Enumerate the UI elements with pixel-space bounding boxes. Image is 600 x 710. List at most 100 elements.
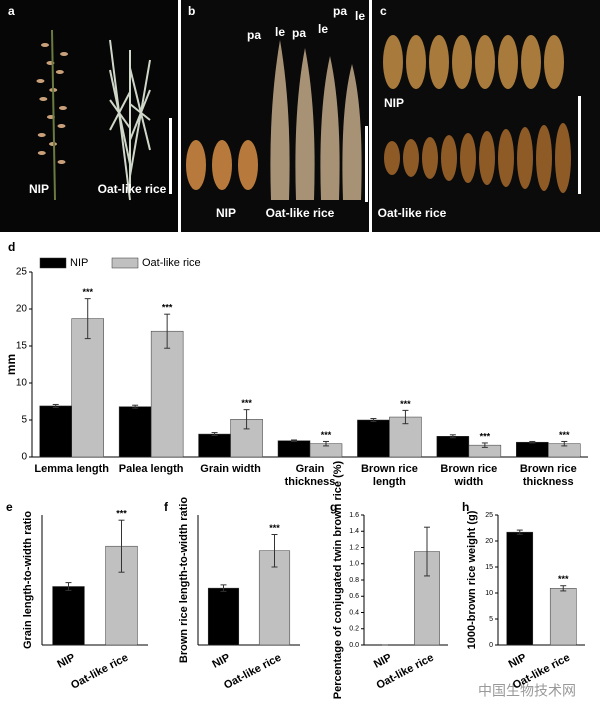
x-tick-label: NIP <box>55 652 77 671</box>
bar <box>118 406 152 458</box>
grain <box>186 140 206 190</box>
bar <box>549 588 577 646</box>
panel-label: f <box>164 500 169 514</box>
panel-label: d <box>8 240 15 254</box>
awn <box>129 59 151 177</box>
x-tick-label: Brown rice length <box>360 463 418 488</box>
legend-swatch <box>111 257 139 269</box>
grain <box>57 124 66 128</box>
y-tick-label: 0.4 <box>349 609 359 616</box>
grain <box>39 97 48 101</box>
grain <box>406 35 426 89</box>
significance: *** <box>480 431 491 441</box>
y-tick-label: 0.2 <box>349 626 359 633</box>
x-tick-label: Brown rice thickness <box>519 463 577 488</box>
y-axis-label: Brown rice length-to-width ratio <box>178 497 190 663</box>
y-axis-label: Grain length-to-width ratio <box>22 511 34 649</box>
legend-label: Oat-like rice <box>142 257 201 269</box>
scale-bar <box>169 118 172 194</box>
x-tick-label: Palea length <box>118 463 184 475</box>
y-tick-label: 1.2 <box>349 544 359 551</box>
y-tick-label: 1.4 <box>349 528 359 535</box>
awn <box>109 99 131 129</box>
grain <box>212 140 232 190</box>
panel-label: a <box>8 4 15 18</box>
x-tick-label: Brown rice width <box>440 463 498 488</box>
y-tick-label: 5 <box>21 415 27 426</box>
grain <box>58 106 67 110</box>
y-tick-label: 15 <box>485 564 493 571</box>
legend-label: NIP <box>70 257 88 269</box>
y-tick-label: 25 <box>16 267 28 278</box>
bar <box>39 405 72 458</box>
photo-text: Oat-like rice <box>98 182 167 196</box>
watermark: 中国生物技术网 <box>478 683 576 699</box>
bar <box>277 440 311 458</box>
panel-label: c <box>380 4 387 18</box>
legend-swatch <box>39 257 67 269</box>
photo-c <box>372 0 600 232</box>
y-tick-label: 0.0 <box>349 642 359 649</box>
grain <box>55 70 64 74</box>
panel-label: b <box>188 4 195 18</box>
y-tick-label: 25 <box>485 512 493 519</box>
grain <box>521 35 541 89</box>
photo-text: le <box>318 22 328 36</box>
scale-bar <box>578 96 581 194</box>
x-tick-label: NIP <box>507 652 529 671</box>
y-tick-label: 1.0 <box>349 561 359 568</box>
awn <box>109 91 131 131</box>
x-tick-label: NIP <box>372 652 394 671</box>
grain <box>555 123 571 193</box>
significance: *** <box>321 430 332 440</box>
grain <box>403 139 419 177</box>
y-tick-label: 1.6 <box>349 512 359 519</box>
bar <box>357 419 390 458</box>
photo-text: NIP <box>216 206 236 220</box>
photo-text: NIP <box>29 182 49 196</box>
photo-text: NIP <box>384 96 404 110</box>
grain <box>498 129 514 187</box>
grain <box>544 35 564 89</box>
significance: *** <box>558 574 569 584</box>
y-axis-label: mm <box>4 354 18 375</box>
x-tick-label: Oat-like rice <box>69 652 130 692</box>
hull <box>295 48 315 200</box>
y-axis-label: 1000-brown rice weight (g) <box>466 510 478 649</box>
significance: *** <box>82 287 93 297</box>
awn <box>109 69 131 165</box>
grain <box>57 160 66 164</box>
significance: *** <box>400 399 411 409</box>
awn <box>129 67 151 151</box>
x-tick-label: Grain thickness <box>284 463 336 488</box>
y-tick-label: 15 <box>16 341 28 352</box>
panel-label: e <box>6 500 13 514</box>
photo-text: Oat-like rice <box>266 206 335 220</box>
significance: *** <box>559 430 570 440</box>
grain <box>384 141 400 175</box>
significance: *** <box>116 509 127 519</box>
significance: *** <box>269 523 280 533</box>
photo-text: le <box>355 9 365 23</box>
grain <box>536 125 552 191</box>
y-tick-label: 10 <box>485 590 493 597</box>
photo-text: le <box>275 25 285 39</box>
panel-label: h <box>462 500 469 514</box>
x-tick-label: Oat-like rice <box>222 652 283 692</box>
grain <box>41 43 49 47</box>
stem <box>51 29 56 201</box>
photo-text: pa <box>333 4 347 18</box>
grain <box>429 35 449 89</box>
awn <box>129 89 151 141</box>
grain <box>422 137 438 179</box>
y-tick-label: 20 <box>485 538 493 545</box>
bar <box>198 433 231 458</box>
y-tick-label: 0.8 <box>349 577 359 584</box>
hull <box>270 40 290 200</box>
bar <box>150 330 184 458</box>
grain <box>475 35 495 89</box>
grain <box>517 127 533 189</box>
grain <box>460 133 476 183</box>
x-tick-label: NIP <box>210 652 232 671</box>
